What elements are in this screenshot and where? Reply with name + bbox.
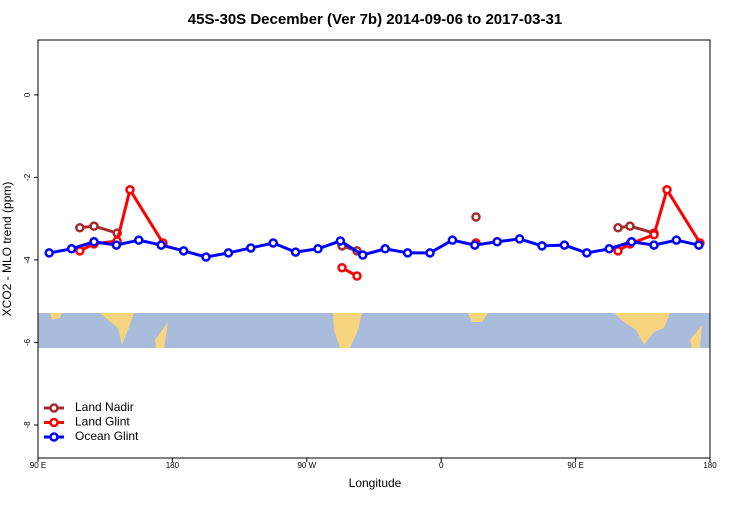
x-tick-label: 0 xyxy=(439,461,444,470)
point xyxy=(694,240,704,250)
point xyxy=(662,185,672,195)
point xyxy=(604,244,614,254)
x-tick-label: 180 xyxy=(703,461,717,470)
series-line xyxy=(79,185,702,278)
point xyxy=(649,230,659,240)
point xyxy=(470,240,480,250)
point xyxy=(246,243,256,253)
point xyxy=(178,246,189,256)
point xyxy=(89,221,99,231)
y-axis-label: XCO2 - MLO trend (ppm) xyxy=(0,182,14,317)
point xyxy=(582,248,592,258)
point xyxy=(313,244,323,254)
point xyxy=(337,263,347,273)
legend-marker xyxy=(49,417,59,428)
point xyxy=(125,185,135,195)
plot-frame xyxy=(37,39,711,459)
point xyxy=(156,240,166,250)
point xyxy=(613,246,623,256)
point xyxy=(402,248,413,258)
point xyxy=(268,238,278,248)
legend-marker xyxy=(49,432,59,442)
point xyxy=(559,240,570,250)
point xyxy=(447,235,458,245)
x-axis-label: Longitude xyxy=(349,476,402,490)
x-tick-label: 90 W xyxy=(297,461,316,470)
point xyxy=(223,248,234,258)
legend-label: Land Glint xyxy=(75,415,130,429)
series-line xyxy=(48,237,700,259)
x-tick-label: 90 E xyxy=(30,461,46,470)
point xyxy=(613,222,623,233)
point xyxy=(111,240,122,250)
y-tick-label: -6 xyxy=(23,338,32,346)
point xyxy=(626,237,637,247)
point xyxy=(89,237,99,247)
map-strip xyxy=(38,313,710,348)
chart-title: 45S-30S December (Ver 7b) 2014-09-06 to … xyxy=(188,11,562,28)
y-tick-label: 0 xyxy=(23,92,32,97)
point xyxy=(352,271,362,281)
point xyxy=(290,247,301,257)
legend-label: Land Nadir xyxy=(75,400,134,414)
point xyxy=(471,212,481,222)
x-tick-label: 180 xyxy=(166,461,180,470)
point xyxy=(380,244,390,254)
point xyxy=(537,241,547,251)
legend-label: Ocean Glint xyxy=(75,429,139,443)
point xyxy=(134,235,144,245)
y-tick-label: -4 xyxy=(23,256,32,264)
point xyxy=(358,250,368,260)
point xyxy=(44,248,54,258)
point xyxy=(201,252,211,262)
point xyxy=(75,222,85,233)
point xyxy=(492,237,502,247)
point xyxy=(625,221,635,231)
y-tick-label: -2 xyxy=(23,173,32,181)
x-tick-label: 90 E xyxy=(567,461,583,470)
y-tick-label: -8 xyxy=(23,421,32,429)
point xyxy=(671,235,682,245)
point xyxy=(335,236,346,246)
point xyxy=(649,240,659,250)
point xyxy=(514,234,525,244)
point xyxy=(66,244,77,254)
legend-marker xyxy=(49,403,59,413)
point xyxy=(425,248,435,258)
